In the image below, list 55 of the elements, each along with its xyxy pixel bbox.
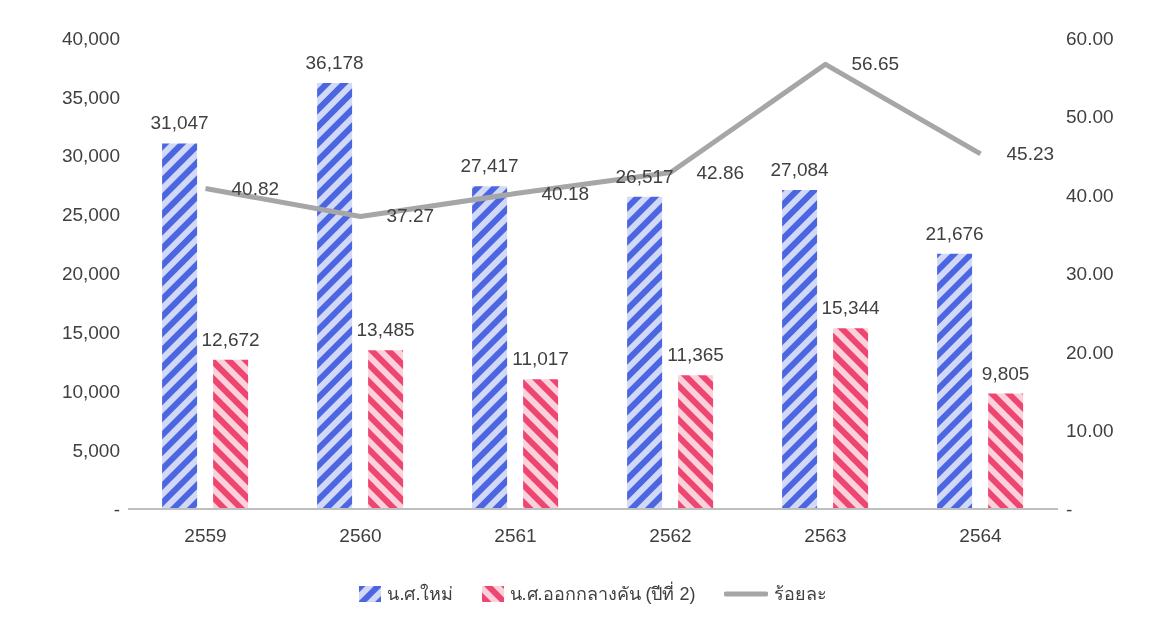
- data-label: 37.27: [386, 205, 435, 227]
- y2-tick-label: 60.00: [1066, 27, 1114, 49]
- bar: [162, 143, 198, 509]
- bar: [782, 190, 818, 509]
- data-label: 15,344: [821, 297, 881, 319]
- x-tick-label: 2560: [339, 525, 382, 547]
- y-tick-label: 20,000: [61, 263, 120, 285]
- bar: [988, 393, 1024, 509]
- y2-tick-label: 10.00: [1066, 420, 1114, 442]
- bar: [833, 328, 869, 509]
- y-tick-label: 35,000: [61, 86, 120, 108]
- y-tick-label: -: [113, 498, 120, 520]
- data-label: 40.82: [231, 177, 280, 199]
- y2-tick-label: 40.00: [1066, 184, 1114, 206]
- x-tick-label: 2564: [959, 525, 1003, 547]
- legend-label: ร้อยละ: [772, 583, 827, 606]
- data-label: 11,017: [512, 348, 569, 370]
- data-label: 9,805: [981, 362, 1030, 384]
- data-label: 40.18: [541, 182, 590, 204]
- data-label: 13,485: [356, 319, 415, 341]
- y-tick-label: 40,000: [61, 27, 120, 49]
- bar: [213, 359, 249, 509]
- data-label: 42.86: [696, 161, 745, 183]
- data-label: 36,178: [305, 52, 364, 73]
- y2-tick-label: 20.00: [1066, 341, 1114, 363]
- y-tick-label: 5,000: [72, 439, 120, 461]
- y2-tick-label: -: [1066, 498, 1073, 520]
- bar: [472, 186, 508, 509]
- y-tick-label: 30,000: [61, 145, 120, 167]
- y2-tick-label: 50.00: [1066, 106, 1114, 128]
- y-tick-label: 15,000: [61, 322, 120, 344]
- data-label: 12,672: [201, 328, 260, 350]
- data-label: 31,047: [150, 112, 209, 134]
- y-tick-label: 25,000: [61, 204, 120, 226]
- bar: [937, 253, 973, 509]
- bar: [627, 196, 663, 509]
- data-label: 26,517: [615, 165, 674, 187]
- bar: [368, 350, 404, 509]
- legend-label: น.ศ.ใหม่: [386, 582, 454, 606]
- data-label: 27,084: [770, 159, 830, 181]
- legend-label: น.ศ.ออกกลางคัน (ปีที่ 2): [508, 580, 696, 606]
- data-label: 56.65: [851, 53, 900, 75]
- bar: [317, 83, 353, 509]
- data-label: 27,417: [460, 155, 519, 177]
- data-label: 45.23: [1006, 142, 1055, 164]
- y-tick-label: 10,000: [61, 380, 120, 402]
- x-tick-label: 2561: [494, 525, 537, 547]
- y2-tick-label: 30.00: [1066, 263, 1114, 285]
- x-tick-label: 2559: [184, 525, 227, 547]
- data-label: 21,676: [925, 222, 984, 244]
- bar: [678, 375, 714, 509]
- x-tick-label: 2563: [804, 525, 847, 547]
- x-tick-label: 2562: [649, 525, 692, 547]
- bar: [523, 379, 559, 509]
- data-label: 11,365: [667, 344, 724, 366]
